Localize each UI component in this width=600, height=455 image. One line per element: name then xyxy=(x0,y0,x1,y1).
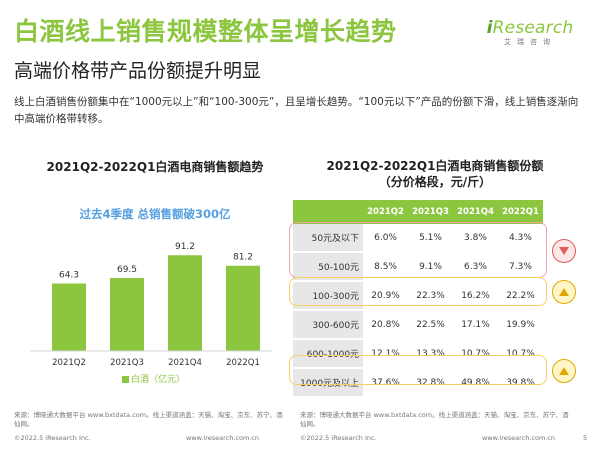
table-cell: 13.3% xyxy=(408,339,453,369)
arrow-up-icon xyxy=(552,359,576,383)
table-cell: 10.7% xyxy=(453,339,498,369)
bar-value-label: 69.5 xyxy=(117,265,137,275)
table-header-corner xyxy=(293,200,364,224)
table-cell: 17.1% xyxy=(453,310,498,340)
table-header-cell: 2021Q4 xyxy=(453,200,498,224)
bar xyxy=(168,255,202,351)
bar xyxy=(52,283,86,351)
copyright-right: ©2022.5 iResearch Inc. xyxy=(300,434,377,442)
arrow-up-icon xyxy=(552,280,576,304)
table-cell: 19.9% xyxy=(497,310,543,340)
bar-value-label: 81.2 xyxy=(233,253,253,263)
page-subtitle: 高端价格带产品份额提升明显 xyxy=(14,60,262,82)
table-title-sub: （分价格段，元/斤） xyxy=(378,175,492,189)
x-tick-label: 2021Q2 xyxy=(52,358,86,368)
table-cell: 5.1% xyxy=(408,224,453,253)
table-cell: 10.7% xyxy=(497,339,543,369)
source-note-left: 来源：博晓通大数据平台 www.bxtdata.com。线上渠道涵盖：天猫、淘宝… xyxy=(14,411,283,428)
x-tick-label: 2022Q1 xyxy=(226,358,260,368)
bar-value-label: 64.3 xyxy=(59,270,79,280)
x-tick-label: 2021Q4 xyxy=(168,358,202,368)
table-row: 600-1000元 12.1% 13.3% 10.7% 10.7% xyxy=(293,339,543,369)
table-header-row: 2021Q2 2021Q3 2021Q4 2022Q1 xyxy=(293,200,543,224)
source-note-right: 来源：博晓通大数据平台 www.bxtdata.com。线上渠道涵盖：天猫、淘宝… xyxy=(300,411,569,428)
bar xyxy=(226,265,260,351)
page-title: 白酒线上销售规模整体呈增长趋势 xyxy=(14,17,397,46)
trend-band-down xyxy=(289,222,547,278)
logo-brand-i: i xyxy=(486,18,493,38)
x-tick-label: 2021Q3 xyxy=(110,358,144,368)
table-header-cell: 2021Q2 xyxy=(363,200,409,224)
table-cell: 20.8% xyxy=(363,310,409,340)
table-row-label: 50元及以下 xyxy=(293,224,364,253)
iresearch-logo: iResearch 艾瑞咨询 xyxy=(482,18,578,48)
bar-layer: 64.3 2021Q2 69.5 2021Q3 91.2 2021Q4 81.2 2022Q1 xyxy=(52,242,260,368)
website-url-right: www.iresearch.com.cn xyxy=(482,434,556,442)
bar-chart-annotation: 过去4季度 总销售额破300亿 xyxy=(79,207,231,221)
bar-chart-title: 2021Q2-2022Q1白酒电商销售额趋势 xyxy=(46,160,264,174)
table-header-cell: 2021Q3 xyxy=(408,200,453,224)
table-cell: 32.8% xyxy=(408,368,453,398)
table-row-label: 100-300元 xyxy=(293,281,364,311)
table-cell: 49.8% xyxy=(453,368,498,398)
table-header-cell: 2022Q1 xyxy=(497,200,543,224)
table-cell: 9.1% xyxy=(408,252,453,282)
table-row: 300-600元 20.8% 22.5% 17.1% 19.9% xyxy=(293,310,543,340)
table-row-label: 300-600元 xyxy=(293,310,364,340)
legend-swatch xyxy=(122,376,129,383)
table-cell: 12.1% xyxy=(363,339,409,369)
description-text: 线上白酒销售份额集中在“1000元以上”和“100-300元”，且呈增长趋势。“… xyxy=(14,96,579,125)
table-cell: 6.0% xyxy=(363,224,409,253)
table-cell: 37.6% xyxy=(363,368,409,398)
trend-band-up xyxy=(289,277,547,306)
logo-brand-text: Research xyxy=(492,18,574,38)
bar xyxy=(110,278,144,351)
bar-chart-legend: 白酒（亿元） xyxy=(122,372,185,385)
logo-chinese-text: 艾瑞咨询 xyxy=(504,38,556,46)
bar-chart: 64.3 2021Q2 69.5 2021Q3 91.2 2021Q4 81.2 2022Q1 xyxy=(30,242,272,368)
table-cell: 4.3% xyxy=(497,224,543,253)
table-title-main: 2021Q2-2022Q1白酒电商销售额份额 xyxy=(326,159,544,173)
arrow-down-icon xyxy=(552,239,576,263)
table-cell: 22.5% xyxy=(408,310,453,340)
table-cell: 39.8% xyxy=(497,368,543,398)
table-cell: 3.8% xyxy=(453,224,498,253)
website-url-left: www.iresearch.com.cn xyxy=(186,434,260,442)
table-title: 2021Q2-2022Q1白酒电商销售额份额 （分价格段，元/斤） xyxy=(300,158,570,190)
trend-band-up xyxy=(289,355,547,385)
legend-label: 白酒（亿元） xyxy=(131,375,186,385)
copyright-left: ©2022.5 iResearch Inc. xyxy=(14,434,91,442)
table-row: 50元及以下 6.0% 5.1% 3.8% 4.3% xyxy=(293,224,543,253)
share-table-wrapper: 2021Q2 2021Q3 2021Q4 2022Q1 50元及以下 6.0% … xyxy=(293,200,543,398)
page-number: 5 xyxy=(583,434,588,442)
share-table: 2021Q2 2021Q3 2021Q4 2022Q1 50元及以下 6.0% … xyxy=(293,200,543,398)
bar-value-label: 91.2 xyxy=(175,242,195,252)
